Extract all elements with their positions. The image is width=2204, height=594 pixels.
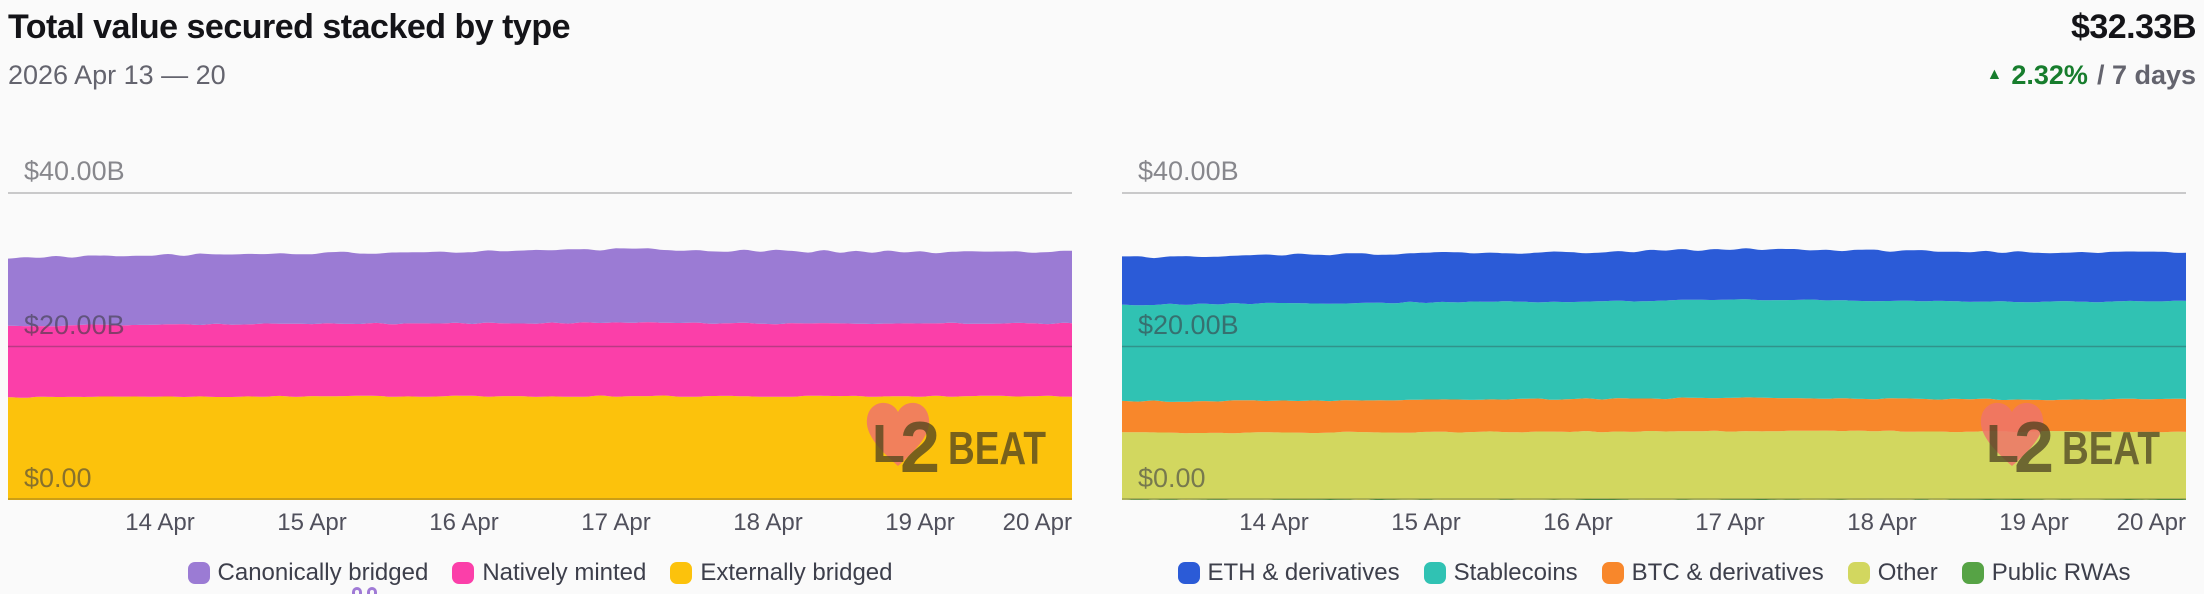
legend-label: Other (1877, 559, 1938, 586)
legend-swatch-icon (1961, 562, 1984, 584)
chart-asset-type: $40.00B $20.00B $0.00 L 2 BEAT 14 Apr 15 Apr 16 … (1122, 110, 2186, 590)
area-series (8, 322, 1072, 398)
legend-label: Natively minted (482, 559, 647, 586)
total-value: $32.33B (2070, 8, 2197, 46)
x-axis-label: 19 Apr (1999, 509, 2069, 536)
x-axis-label: 17 Apr (581, 509, 651, 536)
date-range: 2026 Apr 13 — 20 (8, 60, 226, 90)
legend-swatch-icon (1601, 562, 1624, 584)
legend-item[interactable]: Externally bridged (670, 559, 892, 587)
chart-header: Total value secured stacked by type 2026… (8, 8, 2197, 91)
area-series (8, 248, 1072, 327)
change-period: / 7 days (2096, 60, 2196, 90)
area-series (1122, 498, 2186, 500)
area-series (1122, 248, 2186, 306)
legend-item[interactable]: Canonically bridged (187, 559, 429, 587)
legend-item[interactable]: Stablecoins (1423, 559, 1578, 587)
x-axis-label: 18 Apr (1847, 509, 1917, 536)
legend-label: Stablecoins (1453, 559, 1578, 586)
plot-area: $40.00B $20.00B $0.00 L 2 BEAT (8, 110, 1072, 500)
legend-swatch-icon (187, 562, 210, 584)
plot-area: $40.00B $20.00B $0.00 L 2 BEAT (1122, 110, 2186, 500)
header-left: Total value secured stacked by type 2026… (8, 8, 571, 91)
legend-label: ETH & derivatives (1207, 559, 1400, 586)
legend-swatch-icon (670, 562, 693, 584)
legend-item[interactable]: Natively minted (452, 559, 646, 587)
chart-legend: Canonically bridged Natively minted Extern… (8, 559, 1072, 587)
legend-item[interactable]: BTC & derivatives (1601, 559, 1824, 587)
legend-item[interactable]: ETH & derivatives (1177, 559, 1400, 587)
x-axis: 14 Apr 15 Apr 16 Apr 17 Apr 18 Apr 19 Apr 20 A… (8, 500, 1072, 538)
x-axis-label: 17 Apr (1695, 509, 1765, 536)
x-axis-label: 20 Apr (2116, 509, 2186, 536)
legend-label: Externally bridged (700, 559, 893, 586)
x-axis-label: 14 Apr (1239, 509, 1309, 536)
area-series (1122, 299, 2186, 402)
x-axis-label: 18 Apr (733, 509, 803, 536)
header-right: $32.33B ▲ 2.32% / 7 days (1987, 8, 2197, 91)
chart-legend: ETH & derivatives Stablecoins BTC & deriva… (1122, 559, 2186, 587)
x-axis-label: 16 Apr (429, 509, 499, 536)
legend-label: Canonically bridged (217, 559, 429, 586)
x-axis: 14 Apr 15 Apr 16 Apr 17 Apr 18 Apr 19 Apr 20 A… (1122, 500, 2186, 538)
x-axis-label: 15 Apr (277, 509, 347, 536)
page-title: Total value secured stacked by type (8, 8, 571, 46)
cutoff-element-below-fold (352, 587, 377, 594)
legend-item[interactable]: Other (1847, 559, 1938, 587)
legend-swatch-icon (1177, 562, 1200, 584)
area-series (8, 395, 1072, 500)
legend-swatch-icon (1423, 562, 1446, 584)
legend-item[interactable]: Public RWAs (1961, 559, 2131, 587)
x-axis-label: 20 Apr (1002, 509, 1072, 536)
x-axis-label: 19 Apr (885, 509, 955, 536)
x-axis-label: 16 Apr (1543, 509, 1613, 536)
area-series (1122, 430, 2186, 500)
legend-swatch-icon (452, 562, 475, 584)
stacked-area-canvas[interactable] (1122, 110, 2186, 500)
legend-label: Public RWAs (1991, 559, 2131, 586)
x-axis-label: 15 Apr (1391, 509, 1461, 536)
x-axis-label: 14 Apr (125, 509, 195, 536)
change-row: ▲ 2.32% / 7 days (1987, 60, 2196, 91)
up-arrow-icon: ▲ (1986, 65, 2003, 83)
legend-swatch-icon (1847, 562, 1870, 584)
change-percent: 2.32% (2011, 60, 2088, 90)
area-series (1122, 397, 2186, 434)
stacked-area-canvas[interactable] (8, 110, 1072, 500)
legend-label: BTC & derivatives (1631, 559, 1824, 586)
chart-bridge-type: $40.00B $20.00B $0.00 L 2 BEAT 14 Apr 15 Apr 16 … (8, 110, 1072, 590)
